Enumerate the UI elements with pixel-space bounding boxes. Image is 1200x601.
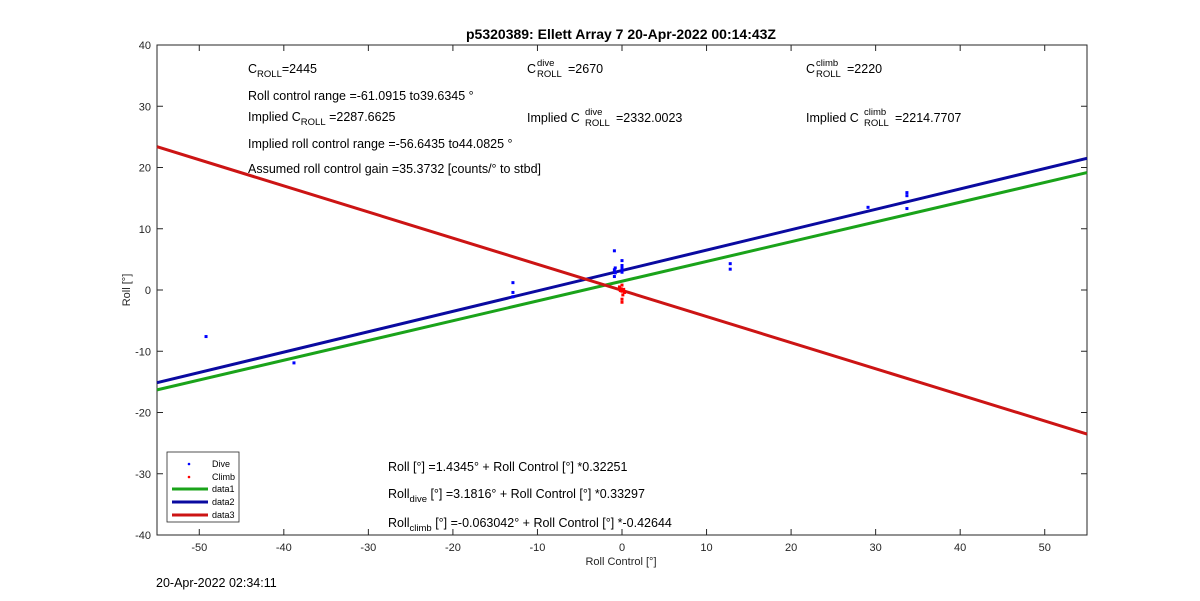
legend-entry-dive: Dive [187, 459, 230, 469]
x-tick-label: -10 [530, 542, 546, 554]
climb-point [620, 300, 624, 304]
legend-data2-label: data2 [212, 497, 235, 507]
implied-climb-annotation: Implied C climb ROLL =2214.7707 [806, 104, 961, 129]
climb-point [617, 285, 621, 289]
dive-point [905, 191, 909, 195]
y-tick-label: 30 [139, 101, 151, 113]
figure-timestamp: 20-Apr-2022 02:34:11 [156, 576, 277, 590]
y-tick-label: -20 [135, 408, 151, 420]
dive-point [612, 249, 616, 253]
legend-dive-label: Dive [212, 459, 230, 469]
annotations: CROLL=2445 Roll control range =-61.0915 … [248, 55, 961, 534]
climb-point [623, 290, 627, 294]
climb-point [620, 297, 624, 301]
x-axis-label: Roll Control [°] [585, 556, 656, 568]
dive-point [905, 207, 909, 211]
x-tick-label: 30 [870, 542, 882, 554]
x-tick-label: -30 [360, 542, 376, 554]
fit-line-data1 [156, 171, 1088, 392]
dive-point [620, 270, 624, 274]
x-tick-label: 20 [785, 542, 797, 554]
legend: Dive Climb data1 data2 data3 [166, 451, 240, 523]
fit-equation-climb: Rollclimb [°] =-0.063042° + Roll Control… [388, 516, 672, 534]
legend-entry-climb: Climb [187, 472, 235, 482]
climb-point [620, 289, 624, 293]
y-tick-label: -10 [135, 346, 151, 358]
series-climb [617, 283, 627, 304]
y-axis-label: Roll [°] [121, 274, 133, 307]
x-tick-label: 40 [954, 542, 966, 554]
y-axis-ticks: -40 -30 -20 -10 0 10 20 30 40 [135, 40, 1087, 542]
dive-point [292, 361, 296, 365]
legend-data1-label: data1 [212, 484, 235, 494]
gain-annotation: Assumed roll control gain =35.3732 [coun… [248, 162, 541, 176]
dive-point [613, 271, 617, 275]
dive-point [620, 267, 624, 271]
c-roll-dive-annotation: C dive ROLL =2670 [527, 55, 603, 80]
dive-point [866, 205, 870, 209]
legend-entry-data1: data1 [172, 484, 235, 494]
dive-point [612, 268, 616, 272]
c-roll-annotation: CROLL=2445 [248, 62, 317, 80]
dive-point [204, 335, 208, 339]
dive-point [511, 290, 515, 294]
series-dive [204, 191, 909, 365]
climb-point [619, 287, 623, 291]
fit-equation-all: Roll [°] =1.4345° + Roll Control [°] *0.… [388, 460, 627, 474]
dive-point [613, 266, 617, 270]
dive-point [905, 194, 909, 198]
legend-climb-marker [187, 475, 191, 479]
dive-point [612, 275, 616, 279]
dive-point [728, 267, 732, 271]
y-tick-label: 40 [139, 40, 151, 52]
implied-c-roll-annotation: Implied CROLL =2287.6625 [248, 110, 396, 128]
legend-entry-data2: data2 [172, 497, 235, 507]
x-tick-label: 0 [619, 542, 625, 554]
x-tick-label: 10 [700, 542, 712, 554]
implied-range-annotation: Implied roll control range =-56.6435 to4… [248, 137, 513, 151]
y-tick-label: -40 [135, 530, 151, 542]
dive-point [620, 264, 624, 267]
legend-climb-label: Climb [212, 472, 235, 482]
dive-point [620, 259, 624, 263]
c-roll-climb-annotation: C climb ROLL =2220 [806, 55, 882, 80]
y-tick-label: 10 [139, 224, 151, 236]
chart-title: p5320389: Ellett Array 7 20-Apr-2022 00:… [466, 26, 776, 42]
y-tick-label: 20 [139, 163, 151, 175]
series-layer [156, 145, 1088, 436]
implied-dive-annotation: Implied C dive ROLL =2332.0023 [527, 104, 682, 129]
legend-box [166, 451, 240, 523]
x-tick-label: -20 [445, 542, 461, 554]
legend-entry-data3: data3 [172, 510, 235, 520]
y-tick-label: 0 [145, 285, 151, 297]
climb-point [622, 287, 626, 291]
fit-equation-dive: Rolldive [°] =3.1816° + Roll Control [°]… [388, 487, 645, 505]
climb-point [618, 289, 622, 293]
x-tick-label: 50 [1039, 542, 1051, 554]
y-tick-label: -30 [135, 469, 151, 481]
dive-point [728, 262, 732, 266]
x-tick-label: -40 [276, 542, 292, 554]
legend-data3-label: data3 [212, 510, 235, 520]
climb-point [621, 293, 625, 297]
dive-point [511, 281, 515, 285]
climb-point [620, 283, 624, 287]
dive-point [511, 295, 515, 299]
dive-point [620, 265, 624, 269]
x-axis-ticks: -50 -40 -30 -20 -10 0 10 20 30 40 50 [191, 45, 1051, 554]
legend-dive-marker [187, 462, 191, 466]
roll-range-annotation: Roll control range =-61.0915 to39.6345 ° [248, 89, 474, 103]
x-tick-label: -50 [191, 542, 207, 554]
